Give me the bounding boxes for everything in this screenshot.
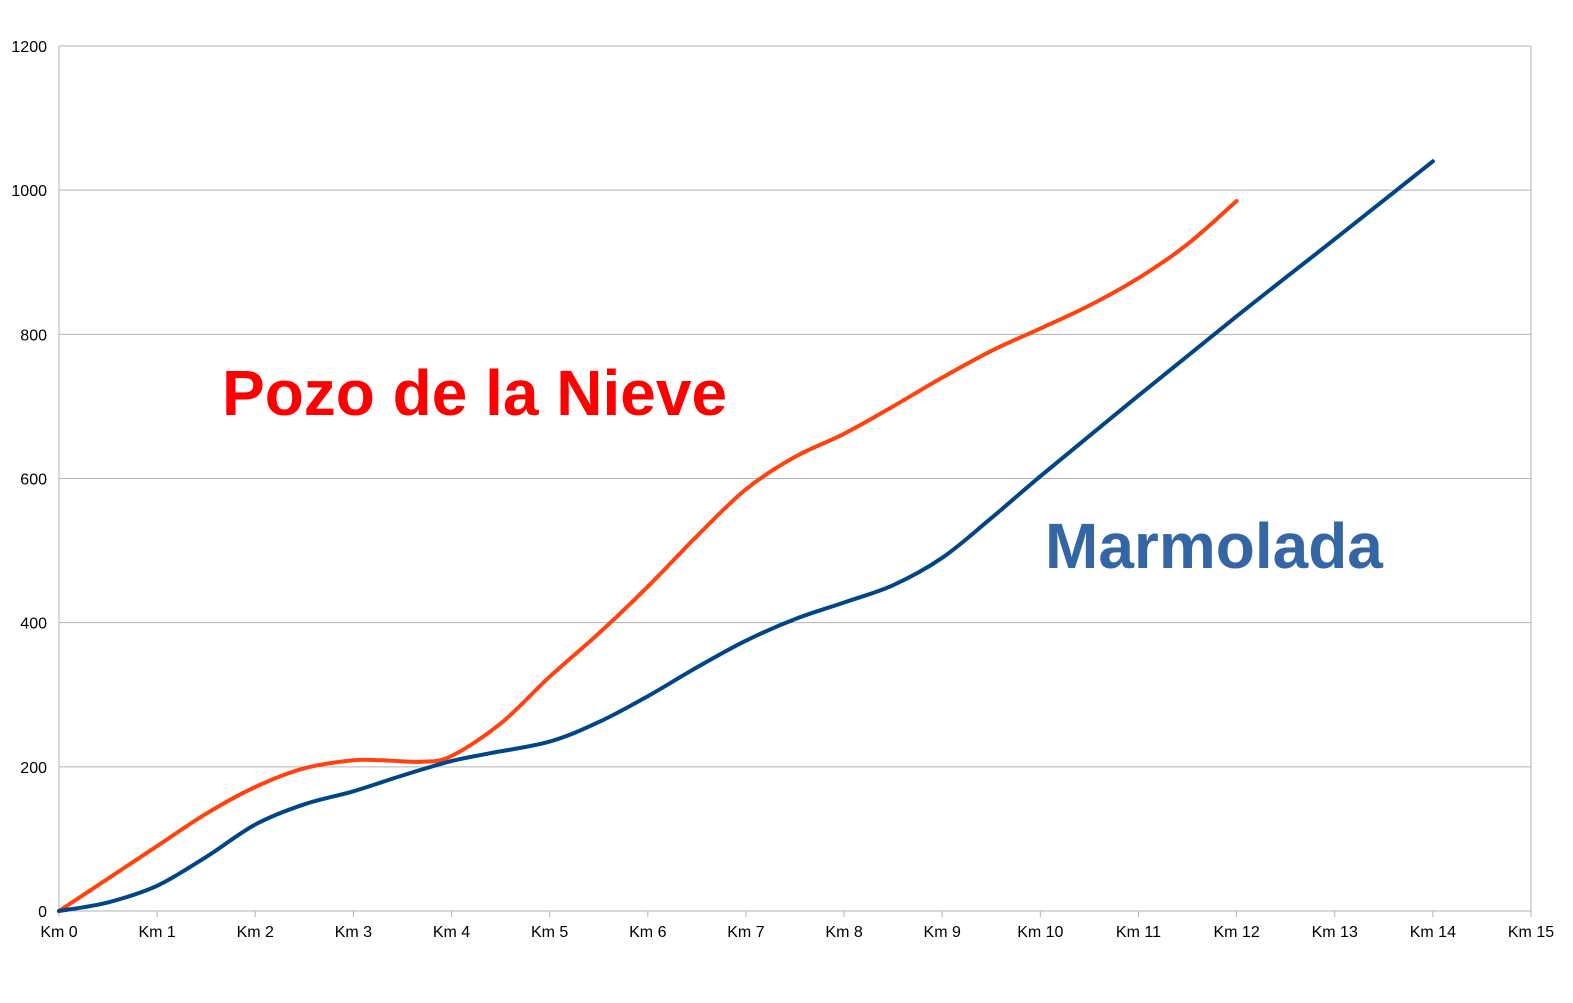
x-tick-label: Km 14 <box>1410 924 1456 941</box>
annotation-pozo-de-la-nieve: Pozo de la Nieve <box>222 357 727 429</box>
y-tick-label: 1000 <box>11 183 47 200</box>
x-tick-label: Km 1 <box>138 924 175 941</box>
x-tick-label: Km 7 <box>727 924 764 941</box>
x-tick-label: Km 0 <box>40 924 77 941</box>
annotation-marmolada: Marmolada <box>1045 510 1383 582</box>
series-line-pozo-de-la-nieve <box>57 199 1239 913</box>
x-tick-label: Km 11 <box>1116 924 1161 941</box>
y-tick-label: 200 <box>20 760 47 777</box>
y-tick-label: 400 <box>20 616 47 633</box>
series-line-marmolada <box>57 159 1435 913</box>
x-tick-label: Km 5 <box>531 924 568 941</box>
y-tick-labels: 0 200 400 600 800 1000 1200 <box>11 39 47 921</box>
x-tick-label: Km 13 <box>1312 924 1358 941</box>
x-tick-label: Km 2 <box>237 924 274 941</box>
x-tick-label: Km 9 <box>924 924 961 941</box>
x-tick-label: Km 10 <box>1017 924 1063 941</box>
x-tick-label: Km 15 <box>1508 924 1554 941</box>
series-lines <box>57 159 1435 913</box>
x-tick-label: Km 3 <box>335 924 372 941</box>
x-tick-label: Km 12 <box>1213 924 1259 941</box>
y-tick-label: 0 <box>38 904 47 921</box>
x-tick-label: Km 6 <box>629 924 666 941</box>
y-tick-label: 800 <box>20 327 47 344</box>
axes <box>58 46 1532 917</box>
x-tick-label: Km 8 <box>825 924 862 941</box>
y-tick-label: 1200 <box>11 39 47 56</box>
y-gridlines <box>59 45 1531 768</box>
x-tick-label: Km 4 <box>433 924 470 941</box>
x-tick-labels: Km 0 Km 1 Km 2 Km 3 Km 4 Km 5 Km 6 Km 7 Km 8 Km 9… <box>40 924 1554 941</box>
y-tick-label: 600 <box>20 472 47 489</box>
